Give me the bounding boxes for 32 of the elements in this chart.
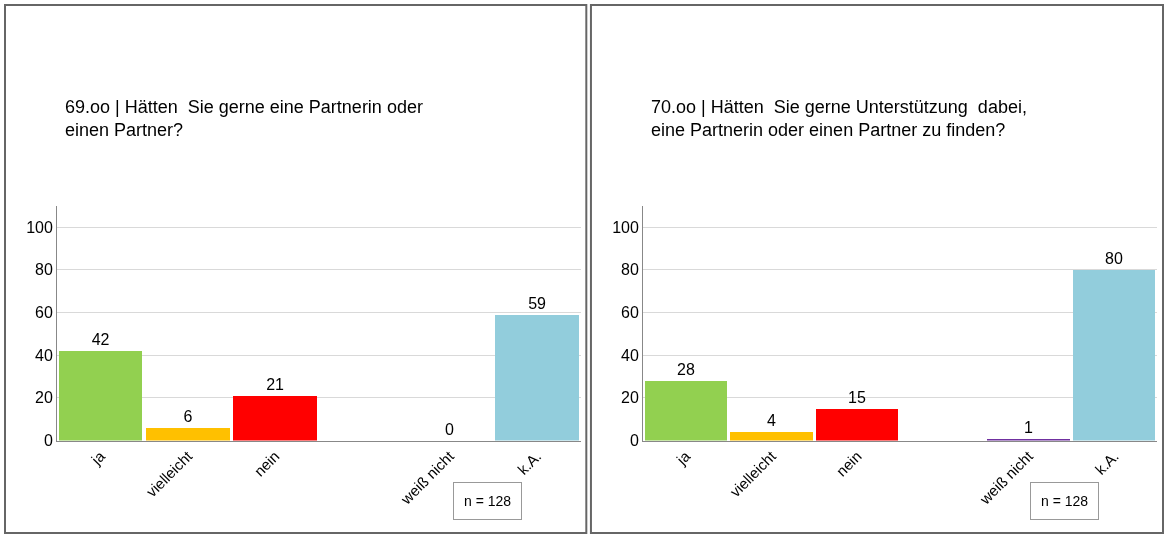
- chart-title: 70.oo | Hätten Sie gerne Unterstützung dabei, eine Partnerin oder einen Partner zu finden?: [651, 97, 1027, 141]
- x-tick-label: k.A.: [514, 447, 545, 478]
- data-label: 0: [445, 420, 455, 438]
- y-tick-label: 20: [35, 389, 54, 407]
- x-tick-label: ja: [87, 447, 109, 469]
- text: n = 128: [464, 493, 512, 509]
- data-label: 15: [848, 388, 867, 406]
- y-tick-label: 60: [621, 304, 639, 322]
- text: n = 128: [1041, 493, 1089, 509]
- y-tick-label: 80: [621, 261, 639, 279]
- y-tick-label: 20: [621, 389, 639, 407]
- y-tick-label: 60: [35, 304, 54, 322]
- y-tick-label: 80: [35, 261, 54, 279]
- data-label: 6: [183, 407, 193, 425]
- chart-title: 69.oo | Hätten Sie gerne eine Partnerin oder einen Partner?: [65, 97, 423, 141]
- y-tick-label: 0: [629, 432, 639, 450]
- x-tick-label: nein: [832, 447, 865, 480]
- x-tick-label: k.A.: [1091, 447, 1122, 478]
- y-tick-label: 40: [621, 346, 639, 364]
- data-label: 28: [677, 360, 696, 378]
- data-label: 42: [91, 330, 110, 348]
- x-tick-label: nein: [250, 447, 283, 480]
- data-label: 21: [266, 375, 285, 393]
- data-label: 1: [1024, 418, 1034, 436]
- y-tick-label: 40: [35, 346, 54, 364]
- x-tick-label: ja: [672, 447, 694, 469]
- y-tick-label: 100: [612, 218, 639, 236]
- data-label: 80: [1105, 249, 1124, 267]
- y-tick-label: 100: [26, 218, 53, 236]
- y-tick-label: 0: [44, 432, 53, 450]
- data-label: 59: [528, 294, 547, 312]
- data-label: 4: [767, 411, 777, 429]
